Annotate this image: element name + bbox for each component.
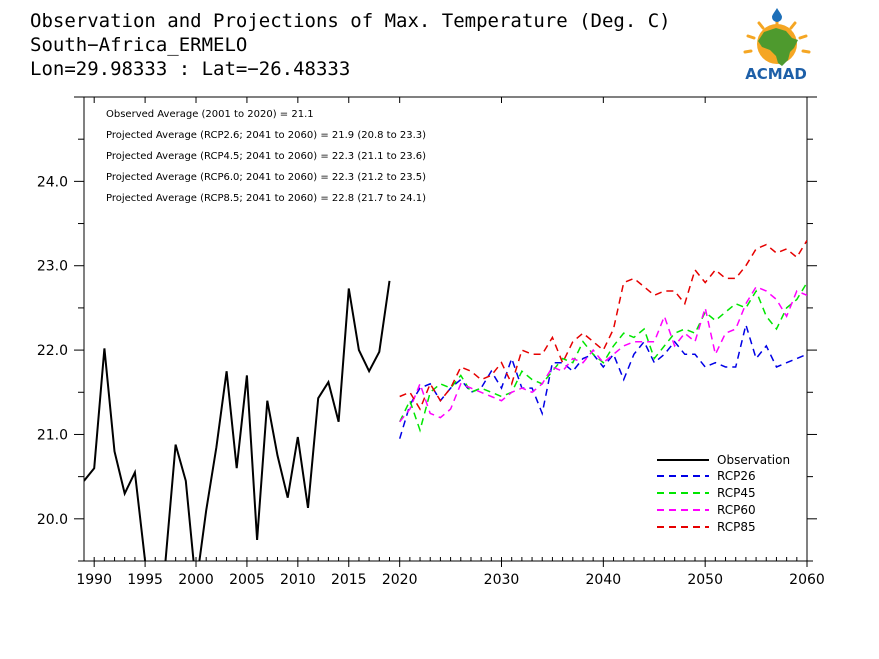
acmad-logo-text: ACMAD <box>745 65 807 83</box>
y-tick-label: 22.0 <box>37 343 68 359</box>
plot-frame <box>83 96 808 562</box>
series-layer <box>84 240 807 561</box>
x-axis: 1990 1995 2000 2005 2010 2015 2020 2030 2040 2050… <box>76 97 825 588</box>
legend-label-rcp85: RCP85 <box>717 520 756 534</box>
series-line-rcp60 <box>399 285 807 423</box>
series-line-rcp26 <box>398 321 807 439</box>
annotation-rcp45-average: Projected Average (RCP4.5; 2041 to 2060)… <box>106 151 426 162</box>
legend: Observation RCP26 RCP45 RCP60 RCP85 <box>657 453 790 534</box>
x-tick-label: 2040 <box>586 572 622 588</box>
annotation-block: Observed Average (2001 to 2020) = 21.1 P… <box>106 109 426 204</box>
x-tick-label: 1995 <box>127 572 163 588</box>
acmad-logo: ACMAD <box>743 8 811 83</box>
x-tick-label: 2010 <box>280 572 316 588</box>
y-tick-label: 23.0 <box>37 259 68 275</box>
x-tick-label: 2005 <box>229 572 265 588</box>
annotation-observed-average: Observed Average (2001 to 2020) = 21.1 <box>106 109 314 120</box>
legend-label-rcp45: RCP45 <box>717 486 756 500</box>
y-tick-label: 21.0 <box>37 427 68 443</box>
y-tick-label: 24.0 <box>37 174 68 190</box>
x-tick-label: 2015 <box>331 572 367 588</box>
series-line-rcp85 <box>399 240 807 411</box>
africa-map-icon <box>743 8 811 66</box>
chart-subtitle-coordinates: Lon=29.98333 : Lat=−26.48333 <box>30 58 350 80</box>
series-line-observation <box>84 280 391 561</box>
x-tick-label: 2050 <box>687 572 723 588</box>
chart-title: Observation and Projections of Max. Temp… <box>30 10 671 32</box>
annotation-rcp85-average: Projected Average (RCP8.5; 2041 to 2060)… <box>106 193 426 204</box>
y-axis: 20.0 21.0 22.0 23.0 24.0 <box>37 96 817 562</box>
series-line-rcp45 <box>399 282 807 433</box>
legend-label-rcp60: RCP60 <box>717 503 756 517</box>
annotation-rcp26-average: Projected Average (RCP2.6; 2041 to 2060)… <box>106 130 426 141</box>
x-tick-label: 2000 <box>178 572 214 588</box>
legend-label-observation: Observation <box>717 453 790 467</box>
annotation-rcp60-average: Projected Average (RCP6.0; 2041 to 2060)… <box>106 172 426 183</box>
legend-label-rcp26: RCP26 <box>717 469 756 483</box>
chart-subtitle-station: South−Africa_ERMELO <box>30 34 247 56</box>
x-tick-label: 2020 <box>382 572 418 588</box>
x-tick-label: 2030 <box>484 572 520 588</box>
x-tick-label: 2060 <box>789 572 825 588</box>
x-tick-label: 1990 <box>76 572 112 588</box>
y-tick-label: 20.0 <box>37 512 68 528</box>
